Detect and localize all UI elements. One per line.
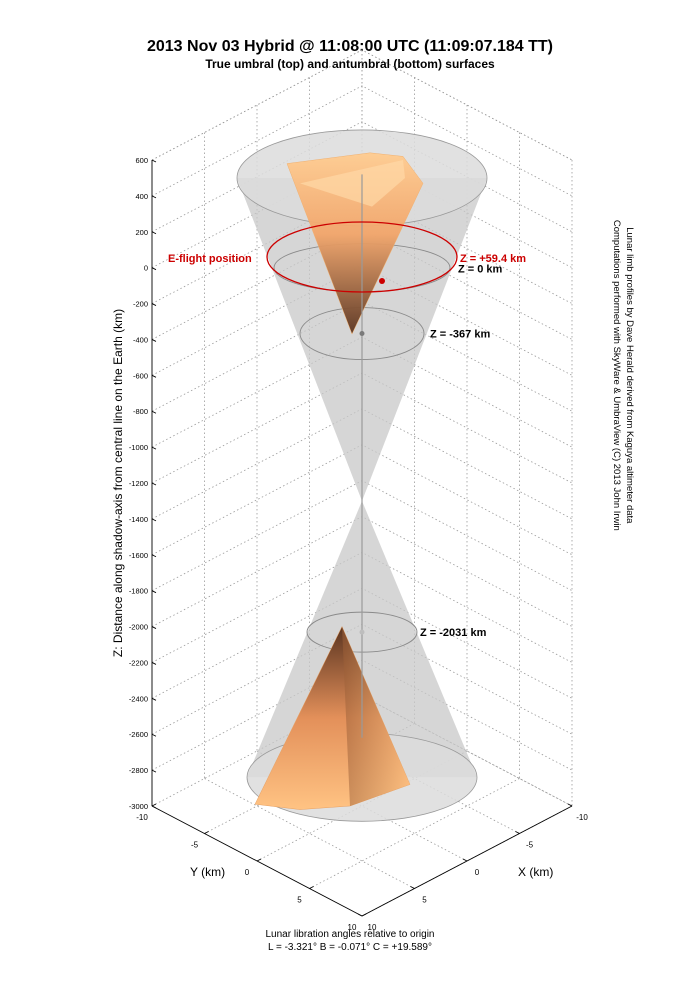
z-tick-label: 600 [135,156,148,165]
x-tick-label: -5 [526,841,534,850]
x-tick-label: 10 [368,923,377,932]
reference-point [359,331,365,337]
y-axis-label: Y (km) [190,865,225,879]
reference-plane-label: Z = 0 km [458,264,503,276]
z-tick-label: -2400 [129,694,148,703]
z-tick-label: -1000 [129,443,148,452]
y-tick-label: 10 [348,923,357,932]
z-axis-label: Z: Distance along shadow-axis from centr… [111,309,125,657]
z-gridline [151,121,573,233]
chart-title: 2013 Nov 03 Hybrid @ 11:08:00 UTC (11:09… [146,38,553,55]
y-tick-label: -5 [191,841,199,850]
z-tick-label: -400 [133,335,148,344]
label-layer: E-flight position Z = +59.4 kmZ = 0 km Z =… [168,220,635,639]
z-tick [151,446,157,450]
y-tick-label: 5 [297,896,302,905]
umbral-surface-highlight [300,160,405,207]
z-tick-label: -2200 [129,658,148,667]
z-tick [151,733,157,737]
y-tick-label: -10 [136,813,148,822]
cone-layer [236,129,488,822]
z-tick [151,769,157,773]
z-tick-label: -3000 [129,802,148,811]
credit-line: Computations performed with SkyWare & Um… [611,220,622,531]
z-tick-label: -800 [133,407,148,416]
z-tick [151,303,157,306]
y-tick [309,886,314,889]
z-tick [151,626,157,629]
z-tick [151,267,157,271]
y-tick [361,913,367,917]
x-tick [515,831,520,834]
eflight-label: E-flight position [168,253,252,265]
z-tick-label: -1800 [129,587,148,596]
x-tick [567,803,573,807]
z-tick [151,410,157,414]
x-axis-label: X (km) [518,865,553,879]
z-tick-label: -1200 [129,479,148,488]
x-tick [410,886,415,889]
x-tick [462,858,468,862]
reference-plane-label: Z = -2031 km [420,627,487,639]
y-tick [256,858,262,862]
x-tick [357,913,363,917]
antumbral-surface-shade [342,626,410,806]
z-tick [151,374,157,378]
z-tick-label: -2000 [129,623,148,632]
z-tick [151,195,157,199]
axis-layer: 6004002000-200-400-600-800-1000-1200-140… [111,156,588,932]
x-tick-label: 5 [422,896,427,905]
credit-line: Lunar limb profiles by Dave Herald deriv… [624,227,635,524]
umbral-surface [286,152,424,335]
y-tick [151,803,157,807]
x-tick-label: -10 [576,813,588,822]
eflight-z-label: Z = +59.4 km [460,253,526,265]
footer-angles: L = -3.321° B = -0.071° C = +19.589° [268,942,432,953]
chart-subtitle: True umbral (top) and antumbral (bottom)… [205,57,495,71]
z-tick-label: 0 [144,264,148,273]
z-tick [151,554,157,558]
z-tick-label: -600 [133,371,148,380]
z-tick [151,339,157,342]
eflight-point [379,278,385,285]
z-tick [151,231,157,235]
z-tick-label: -1400 [129,515,148,524]
z-tick-label: -2800 [129,766,148,775]
eflight-ellipse [266,221,458,293]
z-gridline [151,85,573,197]
z-tick [151,697,157,701]
z-tick [151,805,157,809]
y-tick-label: 0 [245,868,250,877]
x-tick-label: 0 [475,868,480,877]
z-tick [151,159,157,163]
reference-point [359,629,365,635]
z-tick [151,590,157,594]
z-tick-label: -200 [133,300,148,309]
z-tick [151,482,157,486]
z-tick-label: -1600 [129,551,148,560]
reference-plane-label: Z = -367 km [430,329,490,341]
y-tick [204,831,209,834]
z-tick-label: 200 [135,228,148,237]
z-tick-label: -2600 [129,730,148,739]
z-tick [151,662,157,665]
footer-caption: Lunar libration angles relative to origi… [265,929,435,940]
z-tick-label: 400 [135,192,148,201]
z-tick [151,518,157,522]
